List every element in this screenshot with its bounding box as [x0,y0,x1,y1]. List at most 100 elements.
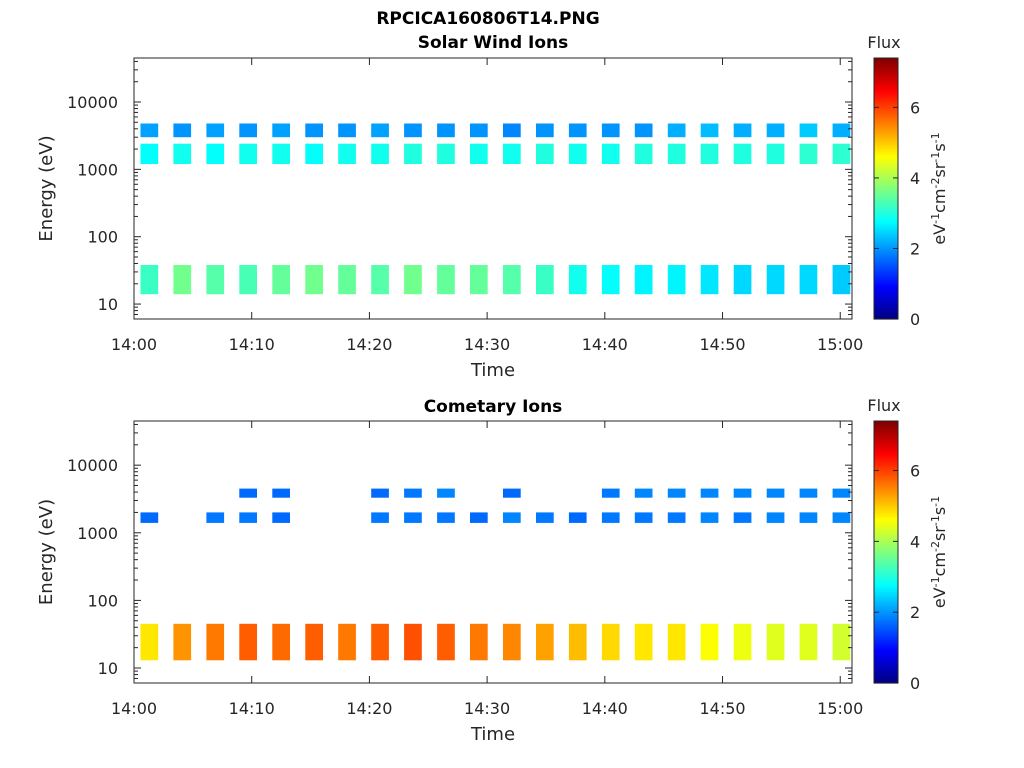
colorbar-step [874,153,898,157]
colorbar-step [874,112,898,116]
flux-cell [766,488,785,498]
flux-cell [173,123,192,138]
colorbar-step [874,665,898,669]
colorbar-frame [873,57,899,320]
colorbar-step [874,125,898,129]
colorbar-step [874,310,898,314]
flux-cell [272,623,290,661]
colorbar-step [874,442,898,446]
colorbar-step [874,201,898,205]
colorbar-step [874,473,898,477]
colorbar-step [874,123,898,127]
plot-frame [133,420,853,684]
colorbar-step [874,186,898,190]
colorbar-step [874,258,898,261]
x-tick-label: 14:20 [346,699,392,718]
flux-cell [503,623,521,661]
colorbar-step [874,663,898,667]
flux-cell [700,123,719,138]
colorbar-units: eV-1cm-2sr-1s-1 [929,132,950,244]
colorbar-step [874,301,898,305]
colorbar-step [874,166,898,170]
colorbar-step [874,569,898,573]
colorbar-step [874,519,898,523]
colorbar-step [874,512,898,516]
flux-cell [568,265,587,295]
colorbar-step [874,451,898,455]
flux-cell [404,512,422,523]
colorbar-step [874,597,898,601]
flux-cell [832,488,851,498]
colorbar-step [874,64,898,68]
colorbar-step [874,164,898,168]
colorbar-step [874,192,898,196]
y-tick-label: 10 [98,295,118,314]
colorbar-step [874,279,898,283]
colorbar-step [874,314,898,318]
colorbar-step [874,676,898,680]
flux-cell [832,123,851,138]
colorbar-step [874,305,898,309]
colorbar-step [874,652,898,656]
flux-cell [503,265,521,295]
flux-cell [437,123,455,138]
colorbar-step [874,445,898,448]
colorbar-step [874,155,898,159]
colorbar-step [874,68,898,72]
colorbar-step [874,177,898,181]
colorbar-step [874,295,898,298]
colorbar-step [874,255,898,259]
colorbar-step [874,567,898,571]
flux-cell [568,123,587,138]
flux-cell [404,623,422,661]
flux-cell [733,488,752,498]
x-tick-label: 14:20 [346,335,392,354]
colorbar-tick-label: 6 [910,98,920,117]
colorbar-step [874,490,898,494]
colorbar-step [874,77,898,81]
colorbar: 0 2 4 6 Flux eV-1cm-2sr-1s-1 [867,33,949,329]
colorbar-step [874,462,898,466]
flux-cell [733,265,752,295]
colorbar-units: eV-1cm-2sr-1s-1 [929,496,950,608]
flux-cell [404,265,422,295]
flux-cell [634,143,653,164]
panel-title: Solar Wind Ions [418,33,569,53]
flux-cell [140,512,159,523]
colorbar-step [874,208,898,211]
flux-cell [601,123,620,138]
colorbar-step [874,271,898,274]
colorbar-step [874,179,898,183]
y-tick-label: 1000 [77,524,118,543]
colorbar-step [874,110,898,113]
colorbar-step [874,242,898,246]
flux-cell [601,623,620,661]
colorbar-step [874,423,898,426]
colorbar-step [874,199,898,203]
colorbar-step [874,552,898,555]
colorbar-step [874,541,898,544]
colorbar-step [874,66,898,70]
colorbar-step [874,562,898,566]
flux-cell [371,265,389,295]
colorbar-step [874,602,898,605]
flux-cell [437,488,455,498]
colorbar-title: Flux [867,33,900,52]
colorbar-step [874,641,898,645]
colorbar-step [874,431,898,435]
flux-cell [568,512,587,523]
colorbar-step [874,81,898,85]
colorbar-step [874,145,898,148]
flux-cell [799,488,818,498]
colorbar-step [874,75,898,79]
colorbar-step [874,495,898,499]
colorbar-step [874,312,898,316]
colorbar-step [874,236,898,240]
flux-cell [140,623,159,661]
colorbar-step [874,299,898,303]
colorbar-step [874,284,898,287]
colorbar-tick-label: 0 [910,674,920,693]
panel-title: Cometary Ions [424,397,563,417]
flux-cell [601,265,620,295]
flux-cell [536,512,554,523]
